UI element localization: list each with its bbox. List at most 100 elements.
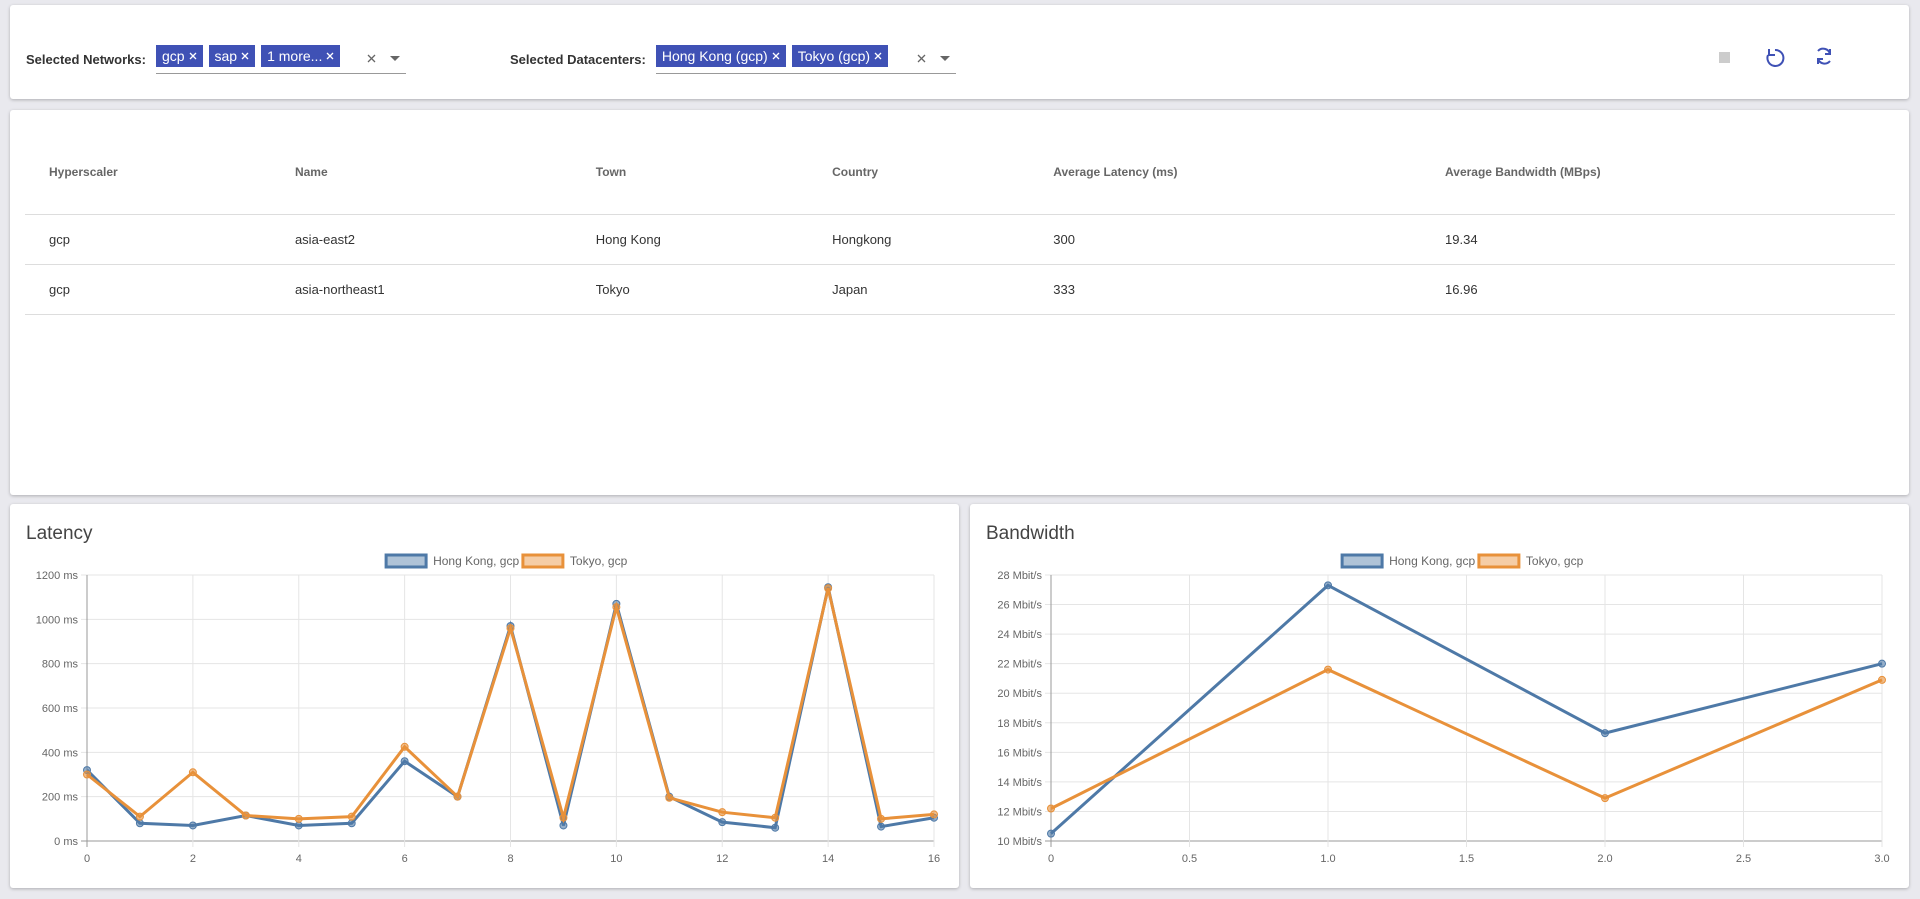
data-point (718, 818, 727, 827)
data-point (188, 768, 197, 777)
y-tick-label: 400 ms (42, 747, 79, 759)
bandwidth-card: Bandwidth 10 Mbit/s 12 Mbit/s 14 Mbit/s 16 M… (970, 504, 1909, 888)
data-point (241, 811, 250, 820)
x-tick-label: 2 (190, 853, 196, 865)
chip[interactable]: 1 more... (261, 45, 341, 67)
x-tick-label: 1.0 (1320, 853, 1335, 865)
table-cell: gcp (25, 264, 271, 315)
x-tick-label: 0 (84, 853, 90, 865)
table-cell: gcp (25, 214, 271, 265)
chip[interactable]: Tokyo (gcp) (791, 45, 889, 67)
remove-icon[interactable] (189, 52, 197, 60)
dropdown-icon[interactable] (389, 56, 400, 61)
filter-label: Selected Networks: (26, 52, 146, 67)
datacenter-select[interactable]: Hong Kong (gcp) Tokyo (gcp) (655, 45, 956, 74)
chart: Latency 0 ms 200 ms 400 ms 600 ms 800 ms 1000 … (26, 523, 940, 865)
legend-label: Hong Kong, gcp (433, 554, 519, 568)
table-cell: Hongkong (808, 214, 1030, 265)
data-point (400, 757, 409, 766)
data-point (930, 810, 938, 819)
column-header[interactable]: Hyperscaler (25, 130, 271, 215)
stop-button[interactable] (1719, 52, 1730, 63)
x-tick-label: 4 (296, 853, 302, 865)
chip-label: gcp (161, 48, 185, 64)
table-cell: 333 (1029, 264, 1422, 315)
remove-icon[interactable] (874, 52, 882, 60)
x-tick-label: 10 (610, 853, 622, 865)
network-select[interactable]: gcp sap 1 more... (155, 45, 406, 74)
legend-label: Hong Kong, gcp (1389, 554, 1475, 568)
x-tick-label: 2.5 (1736, 853, 1751, 865)
data-point (824, 584, 833, 593)
table-cell: 300 (1029, 214, 1422, 265)
x-tick-label: 0.5 (1182, 853, 1197, 865)
column-header: Country (808, 130, 1030, 215)
chip-label: sap (214, 48, 238, 64)
select-controls (367, 54, 400, 63)
legend-label: Tokyo, gcp (570, 554, 628, 568)
chip[interactable]: Hong Kong (gcp) (655, 45, 786, 67)
datacenter-filter: Selected Datacenters: Hong Kong (gcp) Tok… (510, 45, 956, 74)
remove-icon[interactable] (772, 52, 780, 60)
table-card: Hyperscaler Name Town Country Average Latenc… (10, 110, 1909, 495)
legend-label: Tokyo, gcp (1526, 554, 1584, 568)
y-tick-label: 600 ms (42, 703, 79, 715)
remove-icon-path (189, 52, 196, 60)
data-point (1601, 794, 1609, 803)
remove-icon-path (326, 52, 334, 60)
remove-icon[interactable] (241, 52, 249, 60)
reset-button[interactable] (1766, 48, 1785, 67)
data-point (877, 814, 886, 823)
filter-bar: Selected Networks: gcp sap 1 more... Selec… (10, 5, 1909, 99)
table-cell: 16.96 (1421, 264, 1895, 315)
remove-icon-path (772, 52, 780, 60)
table-cell: 19.34 (1421, 214, 1895, 265)
data-point (135, 819, 144, 828)
y-tick-label: 16 Mbit/s (997, 747, 1042, 759)
data-point (877, 822, 886, 831)
chart: Bandwidth 10 Mbit/s 12 Mbit/s 14 Mbit/s 16 M… (986, 523, 1890, 865)
chip[interactable]: gcp (155, 45, 203, 67)
dropdown-icon[interactable] (939, 56, 950, 61)
series-line (1050, 667, 1883, 810)
x-tick-label: 1.5 (1459, 853, 1474, 865)
table-row: gcp asia-northeast1 Tokyo Japan 333 16.96 (25, 264, 1895, 315)
data-point (347, 812, 356, 821)
y-tick-label: 28 Mbit/s (997, 570, 1042, 582)
y-tick-label: 1200 ms (36, 570, 79, 582)
table-row: gcp asia-east2 Hong Kong Hongkong 300 19.34 (25, 214, 1895, 265)
data-point (294, 814, 303, 823)
y-tick-label: 18 Mbit/s (997, 718, 1042, 730)
table-cell: Tokyo (571, 264, 809, 315)
y-tick-label: 22 Mbit/s (997, 659, 1042, 671)
remove-icon[interactable] (326, 52, 334, 60)
data-point (1324, 581, 1332, 590)
data-point (665, 793, 674, 802)
y-tick-label: 14 Mbit/s (997, 777, 1042, 789)
data-point (1047, 829, 1055, 838)
table-cell: Japan (808, 264, 1030, 315)
data-point (1324, 665, 1332, 674)
y-tick-label: 26 Mbit/s (997, 600, 1042, 612)
refresh-button[interactable] (1817, 47, 1831, 65)
chip[interactable]: sap (208, 45, 256, 67)
x-tick-label: 16 (928, 853, 940, 865)
chart-title: Latency (26, 523, 93, 544)
chip-label: Tokyo (gcp) (797, 48, 871, 64)
datacenter-table: Hyperscaler Name Town Country Average Latenc… (25, 130, 1895, 315)
data-point (506, 624, 515, 633)
data-point (718, 808, 727, 817)
data-point (1601, 729, 1609, 738)
x-tick-label: 8 (507, 853, 513, 865)
clear-icon[interactable] (917, 54, 926, 63)
clear-icon[interactable] (367, 54, 376, 63)
chip-label: 1 more... (267, 48, 323, 64)
legend-swatch (521, 553, 565, 569)
legend-swatch (384, 553, 428, 569)
y-tick-label: 10 Mbit/s (997, 836, 1042, 848)
column-header: Name (270, 130, 572, 215)
x-tick-label: 3.0 (1874, 853, 1889, 865)
data-point (347, 819, 356, 828)
filter-label: Selected Datacenters: (510, 52, 646, 67)
y-tick-label: 800 ms (42, 659, 79, 671)
